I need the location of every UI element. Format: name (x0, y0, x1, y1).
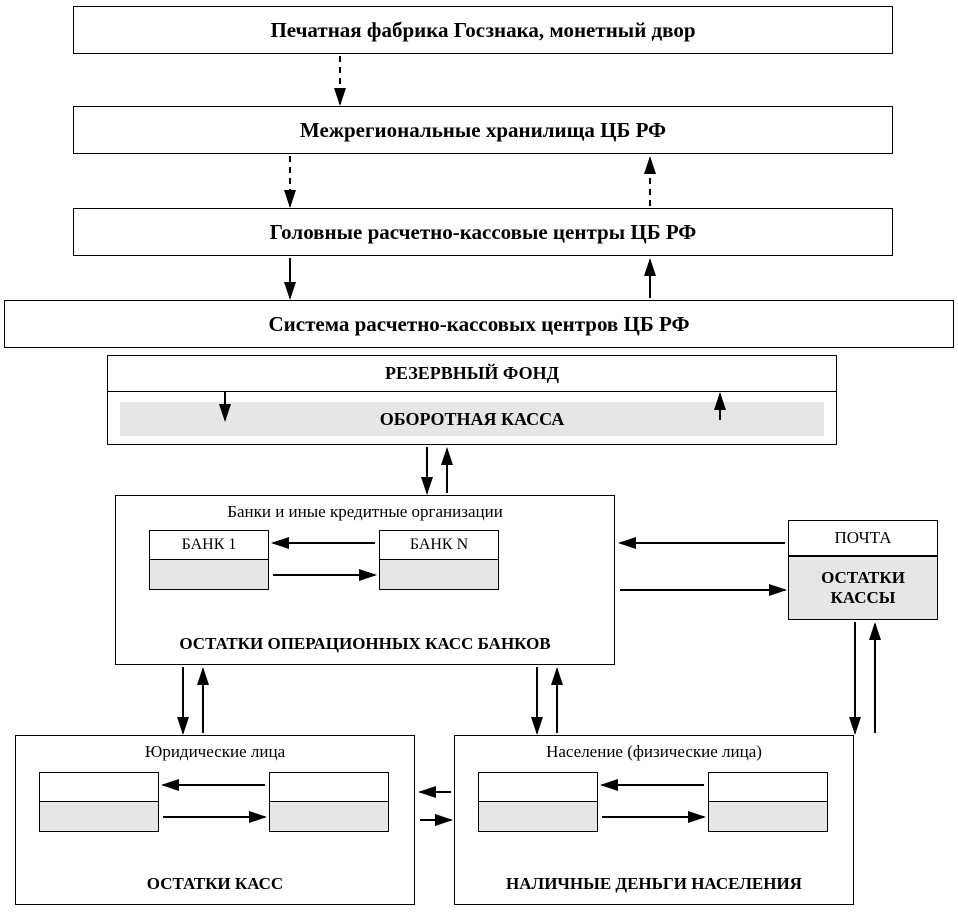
node-storage: Межрегиональные хранилища ЦБ РФ (73, 106, 893, 154)
node-label: РЕЗЕРВНЫЙ ФОНД (385, 363, 559, 384)
node-pop-container: Население (физические лица) НАЛИЧНЫЕ ДЕН… (454, 735, 854, 905)
node-label: Система расчетно-кассовых центров ЦБ РФ (269, 312, 690, 337)
node-reserve-wrap: ОБОРОТНАЯ КАССА (107, 391, 837, 445)
legal-title: Юридические лица (16, 736, 414, 762)
node-head-centers: Головные расчетно-кассовые центры ЦБ РФ (73, 208, 893, 256)
node-label: ОБОРОТНАЯ КАССА (380, 409, 564, 430)
node-post-footer: ОСТАТКИ КАССЫ (788, 556, 938, 620)
bank1-shaded (150, 560, 268, 589)
pop-box1-shaded (479, 802, 597, 831)
post-label: ПОЧТА (835, 528, 892, 548)
node-label: Головные расчетно-кассовые центры ЦБ РФ (270, 220, 697, 245)
legal-box1-shaded (40, 802, 158, 831)
banks-title: Банки и иные кредитные организации (116, 496, 614, 522)
node-pop-box1 (478, 772, 598, 832)
node-label: Печатная фабрика Госзнака, монетный двор (270, 18, 695, 43)
pop-footer: НАЛИЧНЫЕ ДЕНЬГИ НАСЕЛЕНИЯ (455, 874, 853, 894)
pop-box1-top (479, 773, 597, 802)
node-system-centers: Система расчетно-кассовых центров ЦБ РФ (4, 300, 954, 348)
banks-footer: ОСТАТКИ ОПЕРАЦИОННЫХ КАСС БАНКОВ (116, 634, 614, 654)
legal-box2-top (270, 773, 388, 802)
bankn-shaded (380, 560, 498, 589)
pop-box2-shaded (709, 802, 827, 831)
node-legal-box2 (269, 772, 389, 832)
bank1-label: БАНК 1 (150, 531, 268, 560)
bankn-label: БАНК N (380, 531, 498, 560)
node-oborot-kassa: ОБОРОТНАЯ КАССА (120, 402, 824, 436)
node-reserve-fund: РЕЗЕРВНЫЙ ФОНД (107, 355, 837, 391)
legal-box1-top (40, 773, 158, 802)
legal-box2-shaded (270, 802, 388, 831)
post-footer-label: ОСТАТКИ КАССЫ (789, 568, 937, 608)
node-post: ПОЧТА (788, 520, 938, 556)
pop-box2-top (709, 773, 827, 802)
node-legal-container: Юридические лица ОСТАТКИ КАСС (15, 735, 415, 905)
node-bank1: БАНК 1 (149, 530, 269, 590)
node-goznak: Печатная фабрика Госзнака, монетный двор (73, 6, 893, 54)
node-banks-container: Банки и иные кредитные организации БАНК … (115, 495, 615, 665)
pop-title: Население (физические лица) (455, 736, 853, 762)
node-pop-box2 (708, 772, 828, 832)
node-label: Межрегиональные хранилища ЦБ РФ (300, 118, 666, 143)
node-legal-box1 (39, 772, 159, 832)
legal-footer: ОСТАТКИ КАСС (16, 874, 414, 894)
node-bankn: БАНК N (379, 530, 499, 590)
